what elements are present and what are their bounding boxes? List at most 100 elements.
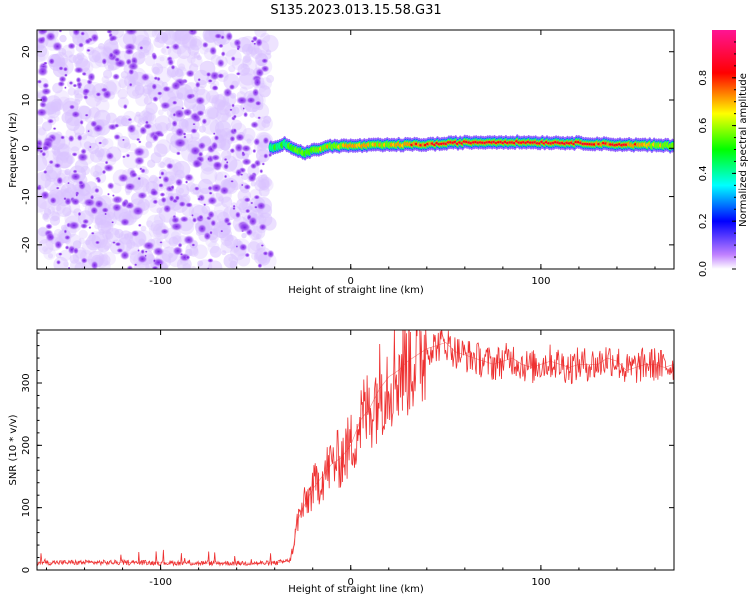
- noise-speck: [250, 121, 259, 129]
- noise-speck: [175, 178, 183, 187]
- noise-speck: [163, 204, 172, 213]
- noise-haze: [59, 34, 67, 43]
- noise-speck: [52, 127, 57, 130]
- noise-speck: [261, 162, 265, 166]
- noise-haze: [168, 175, 175, 182]
- noise-speck: [75, 76, 82, 84]
- noise-speck: [224, 174, 228, 179]
- noise-speck: [225, 32, 233, 41]
- noise-haze: [125, 190, 131, 196]
- snr-y-axis-label: SNR (10 * v/v): [8, 414, 19, 485]
- noise-haze: [56, 151, 74, 169]
- noise-speck: [241, 158, 252, 166]
- noise-speck: [223, 163, 230, 170]
- noise-haze: [266, 74, 275, 83]
- x-tick-label: -100: [149, 577, 172, 588]
- noise-haze: [240, 59, 258, 76]
- noise-speck: [167, 58, 174, 66]
- noise-speck: [41, 145, 50, 152]
- noise-speck: [140, 249, 145, 255]
- noise-haze: [251, 252, 259, 260]
- noise-haze: [43, 247, 56, 260]
- noise-haze: [232, 149, 244, 162]
- noise-speck: [186, 93, 194, 100]
- noise-speck: [112, 241, 116, 244]
- noise-haze: [208, 260, 223, 269]
- noise-speck: [176, 151, 181, 156]
- noise-speck: [137, 249, 140, 252]
- noise-haze: [123, 142, 131, 150]
- noise-haze: [233, 238, 242, 248]
- noise-haze: [45, 95, 62, 112]
- noise-speck: [211, 85, 219, 91]
- noise-speck: [210, 183, 223, 193]
- noise-haze: [51, 146, 61, 155]
- noise-haze: [102, 138, 109, 146]
- noise-speck: [108, 52, 114, 59]
- noise-haze: [255, 247, 272, 264]
- noise-speck: [58, 30, 63, 33]
- noise-haze: [198, 104, 206, 112]
- noise-speck: [241, 183, 244, 187]
- noise-speck: [198, 151, 204, 158]
- noise-speck: [219, 186, 230, 195]
- noise-haze: [168, 236, 179, 247]
- noise-speck: [232, 204, 236, 208]
- noise-haze: [138, 52, 145, 59]
- colorbar-ticks: 0.0 0.2 0.4 0.6 0.8: [698, 41, 736, 277]
- noise-haze: [200, 167, 218, 185]
- noise-speck: [223, 157, 228, 162]
- noise-speck: [238, 222, 251, 233]
- noise-speck: [182, 108, 193, 117]
- y-tick-label: 200: [21, 436, 32, 455]
- noise-haze: [160, 48, 167, 54]
- noise-speck: [140, 73, 150, 82]
- y-tick-label: 300: [21, 373, 32, 392]
- noise-speck: [262, 136, 270, 145]
- noise-speck: [233, 38, 242, 47]
- noise-speck: [253, 77, 262, 88]
- noise-speck: [138, 140, 142, 144]
- noise-speck: [241, 151, 245, 155]
- noise-speck: [132, 206, 144, 216]
- noise-speck: [60, 135, 65, 140]
- noise-speck: [236, 96, 248, 105]
- snr-x-ticks: -100 0 100: [46, 330, 656, 588]
- noise-speck: [80, 223, 88, 229]
- noise-speck: [211, 141, 218, 151]
- noise-speck: [134, 156, 145, 166]
- noise-speck: [90, 260, 99, 269]
- noise-speck: [174, 109, 185, 119]
- noise-haze: [198, 125, 206, 133]
- noise-haze: [245, 104, 254, 113]
- noise-speck: [212, 132, 216, 135]
- noise-speck: [191, 214, 194, 217]
- noise-haze: [117, 136, 130, 149]
- noise-haze: [53, 116, 60, 122]
- noise-haze: [249, 112, 255, 118]
- noise-haze: [231, 119, 242, 131]
- noise-speck: [127, 124, 137, 134]
- noise-speck: [80, 148, 87, 155]
- noise-haze: [47, 253, 54, 259]
- x-tick-label: 0: [348, 577, 354, 588]
- noise-haze: [96, 98, 110, 113]
- noise-speck: [181, 107, 185, 110]
- noise-haze: [141, 178, 149, 186]
- noise-speck: [136, 137, 141, 142]
- noise-speck: [207, 210, 215, 219]
- noise-haze: [137, 118, 145, 125]
- noise-haze: [78, 237, 85, 245]
- noise-speck: [172, 100, 178, 105]
- noise-speck: [139, 45, 144, 50]
- noise-speck: [209, 230, 213, 235]
- noise-speck: [133, 147, 146, 157]
- noise-haze: [241, 232, 247, 239]
- spectrogram-y-axis-label: Frequency (Hz): [8, 112, 19, 188]
- noise-haze: [47, 206, 55, 214]
- noise-speck: [39, 95, 48, 104]
- noise-haze: [242, 63, 248, 69]
- noise-haze: [56, 202, 72, 218]
- noise-speck: [192, 123, 196, 126]
- noise-speck: [68, 221, 80, 230]
